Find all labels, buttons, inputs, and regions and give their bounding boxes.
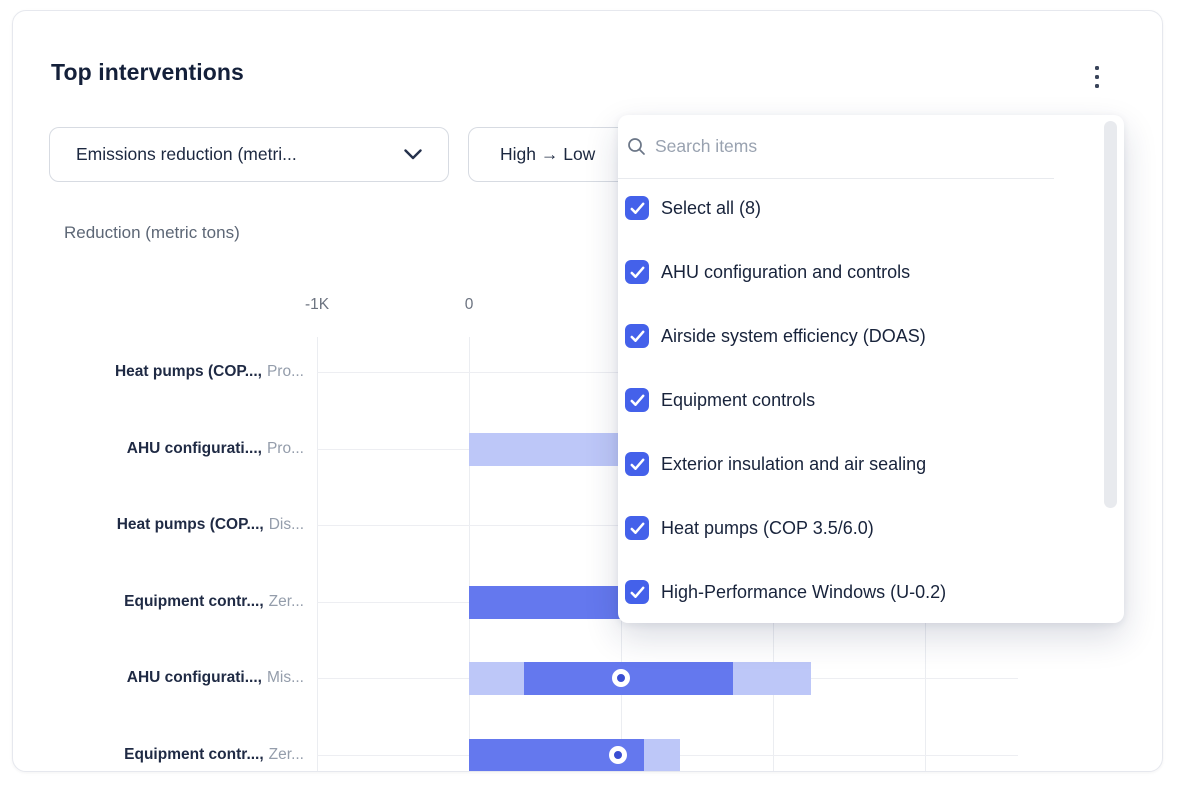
scrollbar-thumb[interactable] — [1104, 121, 1117, 508]
sort-dropdown-label: High → Low — [500, 144, 596, 164]
point-estimate-marker[interactable] — [612, 669, 630, 687]
checkbox-checked-icon[interactable] — [625, 452, 649, 476]
x-tick-label: 0 — [464, 296, 474, 313]
dropdown-option[interactable]: Heat pumps (COP 3.5/6.0) — [618, 496, 1088, 560]
row-label: Equipment contr..., Zer... — [14, 746, 304, 764]
dropdown-option[interactable]: Equipment controls — [618, 368, 1088, 432]
row-label-scenario: Zer... — [268, 746, 304, 763]
chart-axis-title: Reduction (metric tons) — [64, 223, 240, 242]
row-label-intervention: Heat pumps (COP..., — [114, 363, 262, 380]
chevron-down-icon — [404, 144, 422, 165]
checkbox-checked-icon[interactable] — [625, 260, 649, 284]
checkbox-checked-icon[interactable] — [625, 516, 649, 540]
search-input[interactable] — [655, 135, 1035, 157]
dropdown-option-label: High-Performance Windows (U-0.2) — [661, 581, 947, 602]
search-row — [618, 115, 1124, 177]
x-gridline — [317, 337, 318, 771]
multiselect-dropdown-panel: Select all (8) AHU configuration and cont… — [618, 115, 1124, 623]
row-label: AHU configurati..., Mis... — [14, 669, 304, 687]
row-label-scenario: Pro... — [266, 440, 304, 457]
point-estimate-marker[interactable] — [608, 746, 627, 764]
row-label-intervention: AHU configurati..., — [126, 440, 262, 457]
dropdown-option[interactable]: High-Performance Windows (U-0.2) — [618, 560, 1088, 624]
row-label-scenario: Zer... — [268, 593, 304, 610]
row-label-intervention: Equipment contr..., — [124, 746, 264, 763]
row-label: AHU configurati..., Pro... — [14, 440, 304, 458]
dropdown-option-label: Select all (8) — [661, 197, 762, 218]
dropdown-option-label: AHU configuration and controls — [661, 261, 911, 282]
row-label-intervention: Equipment contr..., — [124, 593, 264, 610]
dropdown-option-label: Exterior insulation and air sealing — [661, 453, 927, 474]
dropdown-option[interactable]: Airside system efficiency (DOAS) — [618, 304, 1088, 368]
row-label: Equipment contr..., Zer... — [14, 593, 304, 611]
range-bar-segment[interactable] — [643, 738, 681, 771]
dropdown-option-label: Airside system efficiency (DOAS) — [661, 325, 926, 346]
row-label-scenario: Dis... — [268, 516, 304, 533]
row-label-scenario: Mis... — [266, 669, 304, 686]
range-bar-segment[interactable] — [469, 661, 524, 695]
dropdown-option-label: Heat pumps (COP 3.5/6.0) — [661, 517, 874, 538]
search-icon — [627, 137, 646, 156]
checkbox-checked-icon[interactable] — [625, 388, 649, 412]
dropdown-option[interactable]: Exterior insulation and air sealing — [618, 432, 1088, 496]
range-bar-segment[interactable] — [733, 661, 811, 695]
checkbox-checked-icon[interactable] — [625, 324, 649, 348]
kebab-dot — [1095, 84, 1099, 88]
row-label-scenario: Pro... — [266, 363, 304, 380]
metric-dropdown-label: Emissions reduction (metri... — [76, 144, 297, 164]
row-label: Heat pumps (COP..., Pro... — [14, 363, 304, 381]
kebab-dot — [1095, 75, 1099, 79]
x-gridline — [469, 337, 470, 771]
x-tick-label: -1K — [304, 296, 330, 313]
row-label-intervention: AHU configurati..., — [126, 669, 262, 686]
checkbox-checked-icon[interactable] — [625, 196, 649, 220]
row-label-intervention: Heat pumps (COP..., — [116, 516, 264, 533]
checkbox-checked-icon[interactable] — [625, 580, 649, 604]
select-all-option[interactable]: Select all (8) — [618, 176, 1088, 240]
divider — [618, 178, 1054, 179]
kebab-dot — [1095, 66, 1099, 70]
dropdown-option[interactable]: AHU configuration and controls — [618, 240, 1088, 304]
dropdown-option-label: Equipment controls — [661, 389, 816, 410]
top-interventions-card: Top interventions Reduction (metric tons… — [12, 10, 1163, 772]
kebab-menu-icon[interactable] — [1085, 59, 1109, 95]
page-title: Top interventions — [51, 59, 244, 85]
metric-dropdown-button[interactable]: Emissions reduction (metri... — [49, 127, 449, 182]
row-label: Heat pumps (COP..., Dis... — [14, 516, 304, 534]
